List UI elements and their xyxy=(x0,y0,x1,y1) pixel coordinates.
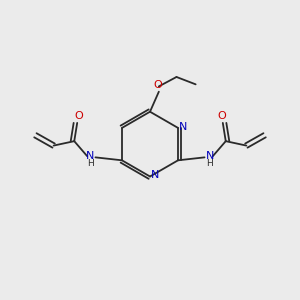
Text: H: H xyxy=(87,159,94,168)
Text: O: O xyxy=(154,80,163,90)
Text: N: N xyxy=(206,151,214,161)
Text: O: O xyxy=(74,111,83,122)
Text: H: H xyxy=(206,159,213,168)
Text: O: O xyxy=(217,111,226,122)
Text: N: N xyxy=(179,122,187,132)
Text: N: N xyxy=(86,151,94,161)
Text: N: N xyxy=(151,170,159,180)
